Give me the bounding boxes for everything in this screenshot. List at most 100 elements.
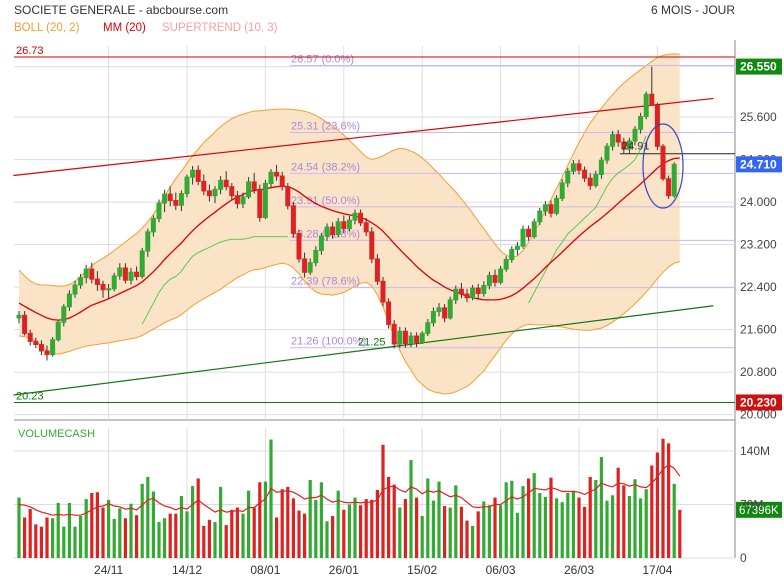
volume-bar [174, 513, 178, 558]
candle-body [318, 235, 324, 251]
volume-bar [219, 486, 223, 558]
max-price-tag: 26.550 [740, 60, 777, 74]
candle-body [279, 175, 285, 188]
candle-body [447, 299, 453, 319]
candle-body [83, 268, 89, 279]
volume-bar [459, 506, 463, 558]
candle-body [374, 258, 380, 282]
volume-bar [202, 525, 206, 558]
candle-body [218, 179, 224, 190]
fibonacci-label: 22.39 (78.6%) [291, 276, 360, 288]
candle-body [178, 193, 184, 206]
volume-bar [510, 480, 514, 558]
candle-body [150, 218, 156, 233]
volume-bar [577, 497, 581, 558]
candle-body [565, 170, 571, 184]
volume-bar [392, 484, 396, 558]
candle-body [442, 307, 448, 319]
candle-body [621, 141, 627, 150]
candle-body [638, 116, 644, 130]
volume-bar [79, 515, 83, 558]
volume-bar [297, 510, 301, 558]
volume-bar [482, 501, 486, 558]
volume-bar [650, 465, 654, 558]
indicator-lines [18, 135, 680, 325]
candle-body [509, 248, 515, 260]
volume-bar [34, 524, 38, 558]
candle-body [122, 267, 128, 281]
volume-bar [415, 497, 419, 558]
annotations: 21.25 24.91 [358, 123, 684, 348]
candle-body [598, 159, 604, 175]
last-volume-tag: 67396K [739, 505, 779, 517]
candle-body [666, 178, 672, 197]
chart-title: SOCIETE GENERALE - abcbourse.com [14, 3, 228, 17]
candle-body [313, 249, 319, 264]
candle-body [430, 311, 436, 324]
candle-body [330, 226, 336, 236]
volume-bar [151, 491, 155, 558]
volume-bar [566, 493, 570, 558]
candle-body [514, 245, 520, 250]
x-tick-label: 26/01 [329, 563, 359, 577]
y-tick-label: 20.800 [740, 365, 777, 379]
candle-body [335, 221, 341, 236]
volume-bar [583, 506, 587, 558]
volume-bar [611, 495, 615, 558]
y-tick-label: 22.400 [740, 280, 777, 294]
candle-body [139, 250, 145, 278]
candle-body [22, 314, 28, 334]
candle-body [352, 212, 358, 221]
volume-bar [67, 502, 71, 558]
candle-body [576, 163, 582, 171]
volume-bar [465, 520, 469, 558]
volume-bar [487, 505, 491, 558]
y-tick-label: 24.000 [740, 195, 777, 209]
volume-bar [101, 507, 105, 558]
volume-bar [454, 485, 458, 558]
candle-body [604, 145, 610, 161]
candle-body [206, 190, 212, 197]
volume-bar [286, 486, 290, 558]
volume-bar [667, 443, 671, 558]
candle-body [610, 134, 616, 147]
volume-bar [342, 509, 346, 558]
candle-body [61, 306, 67, 323]
trendline [13, 305, 714, 396]
candle-body [559, 182, 565, 199]
volume-bar [336, 490, 340, 558]
volume-title: VOLUMECASH [18, 428, 95, 440]
candlesticks [16, 66, 677, 361]
volume-bar [426, 478, 430, 558]
candle-body [615, 134, 621, 143]
volume-bar [504, 482, 508, 558]
volume-bar [527, 478, 531, 558]
candle-body [134, 271, 140, 278]
volume-bar [678, 509, 682, 558]
volume-bar [51, 518, 55, 558]
candle-body [162, 193, 168, 204]
candle-body [72, 284, 78, 295]
max-price-tag-bg [736, 58, 782, 75]
volume-bar [359, 505, 363, 558]
candle-body [290, 205, 296, 234]
volume-bar [549, 477, 553, 558]
candle-body [324, 226, 330, 237]
candle-body [503, 258, 509, 270]
fibonacci-label: 24.54 (38.2%) [291, 161, 360, 173]
volume-bar [627, 496, 631, 558]
candle-body [632, 128, 638, 142]
volume-bar [191, 486, 195, 558]
volume-bar [185, 511, 189, 558]
volume-bar [672, 483, 676, 558]
mm20-line [18, 157, 680, 321]
fibonacci-label: 26.57 (0.0%) [291, 54, 354, 66]
candle-body [397, 330, 403, 345]
volume-bar [331, 515, 335, 558]
candle-body [453, 288, 459, 301]
volume-bar [230, 509, 234, 558]
last-volume-tag-bg [736, 501, 782, 518]
trendline [13, 97, 714, 177]
